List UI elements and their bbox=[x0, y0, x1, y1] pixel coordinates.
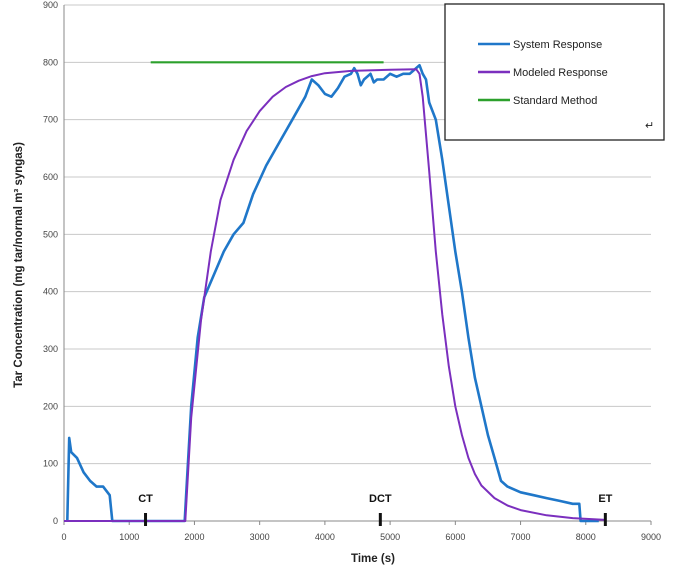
legend-label-system-response: System Response bbox=[513, 39, 602, 51]
x-tick-label: 1000 bbox=[119, 532, 139, 542]
x-axis-title: Time (s) bbox=[351, 553, 395, 565]
y-axis-title: Tar Concentration (mg tar/normal m³ syng… bbox=[13, 142, 25, 388]
grid-lines bbox=[64, 4, 651, 465]
y-tick-label: 500 bbox=[43, 229, 58, 239]
x-tick-label: 8000 bbox=[576, 532, 596, 542]
x-tick-label: 3000 bbox=[250, 532, 270, 542]
marker-label-dct: DCT bbox=[369, 493, 392, 505]
event-markers: CT DCT ET bbox=[138, 493, 613, 526]
y-tick-label: 400 bbox=[43, 287, 58, 297]
x-tick-label: 0 bbox=[61, 532, 66, 542]
legend-label-modeled-response: Modeled Response bbox=[513, 67, 608, 79]
x-tick-label: 9000 bbox=[641, 532, 661, 542]
y-tick-label: 100 bbox=[43, 459, 58, 469]
y-tick-label: 300 bbox=[43, 344, 58, 354]
marker-label-et: ET bbox=[598, 493, 612, 505]
legend: ↵ System Response Modeled Response Standar… bbox=[444, 3, 665, 141]
y-tick-label: 700 bbox=[43, 115, 58, 125]
x-tick-label: 5000 bbox=[380, 532, 400, 542]
y-tick-label: 600 bbox=[43, 172, 58, 182]
y-tick-label: 900 bbox=[43, 0, 58, 10]
legend-return-glyph: ↵ bbox=[645, 120, 654, 132]
y-tick-label: 0 bbox=[53, 516, 58, 526]
y-tick-label: 800 bbox=[43, 57, 58, 67]
series-lines bbox=[64, 61, 606, 523]
y-tick-label: 200 bbox=[43, 401, 58, 411]
x-tick-label: 4000 bbox=[315, 532, 335, 542]
x-tick-label: 6000 bbox=[445, 532, 465, 542]
x-tick-label: 7000 bbox=[511, 532, 531, 542]
series-line-modeled-response bbox=[64, 68, 606, 522]
marker-label-ct: CT bbox=[138, 493, 153, 505]
legend-label-standard-method: Standard Method bbox=[513, 95, 597, 107]
x-tick-label: 2000 bbox=[184, 532, 204, 542]
